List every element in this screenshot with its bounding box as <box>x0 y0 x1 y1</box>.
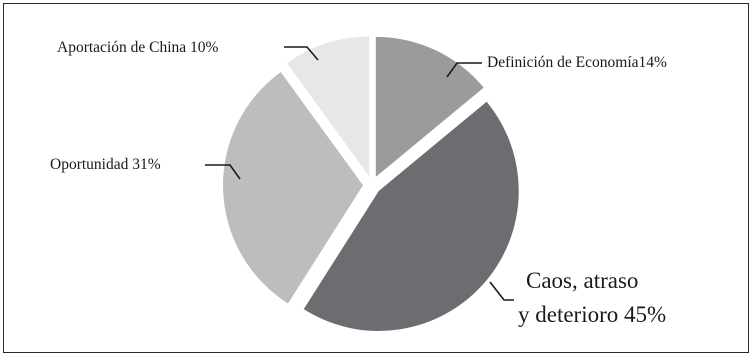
slice-aportacion <box>286 36 370 177</box>
slice-oportunidad <box>223 72 364 304</box>
leader-caos <box>489 281 514 301</box>
leader-oportunidad <box>205 164 241 180</box>
slice-caos <box>303 101 519 331</box>
leader-definicion <box>446 62 482 78</box>
label-definicion: Definición de Economía14% <box>487 54 667 71</box>
label-aportacion: Aportación de China 10% <box>57 39 219 56</box>
leader-aportacion <box>284 46 319 61</box>
label-caos-line2: y deterioro 45% <box>518 302 666 327</box>
label-oportunidad: Oportunidad 31% <box>50 156 161 173</box>
label-caos-line1: Caos, atraso <box>526 268 638 293</box>
slice-definicion <box>375 36 484 177</box>
